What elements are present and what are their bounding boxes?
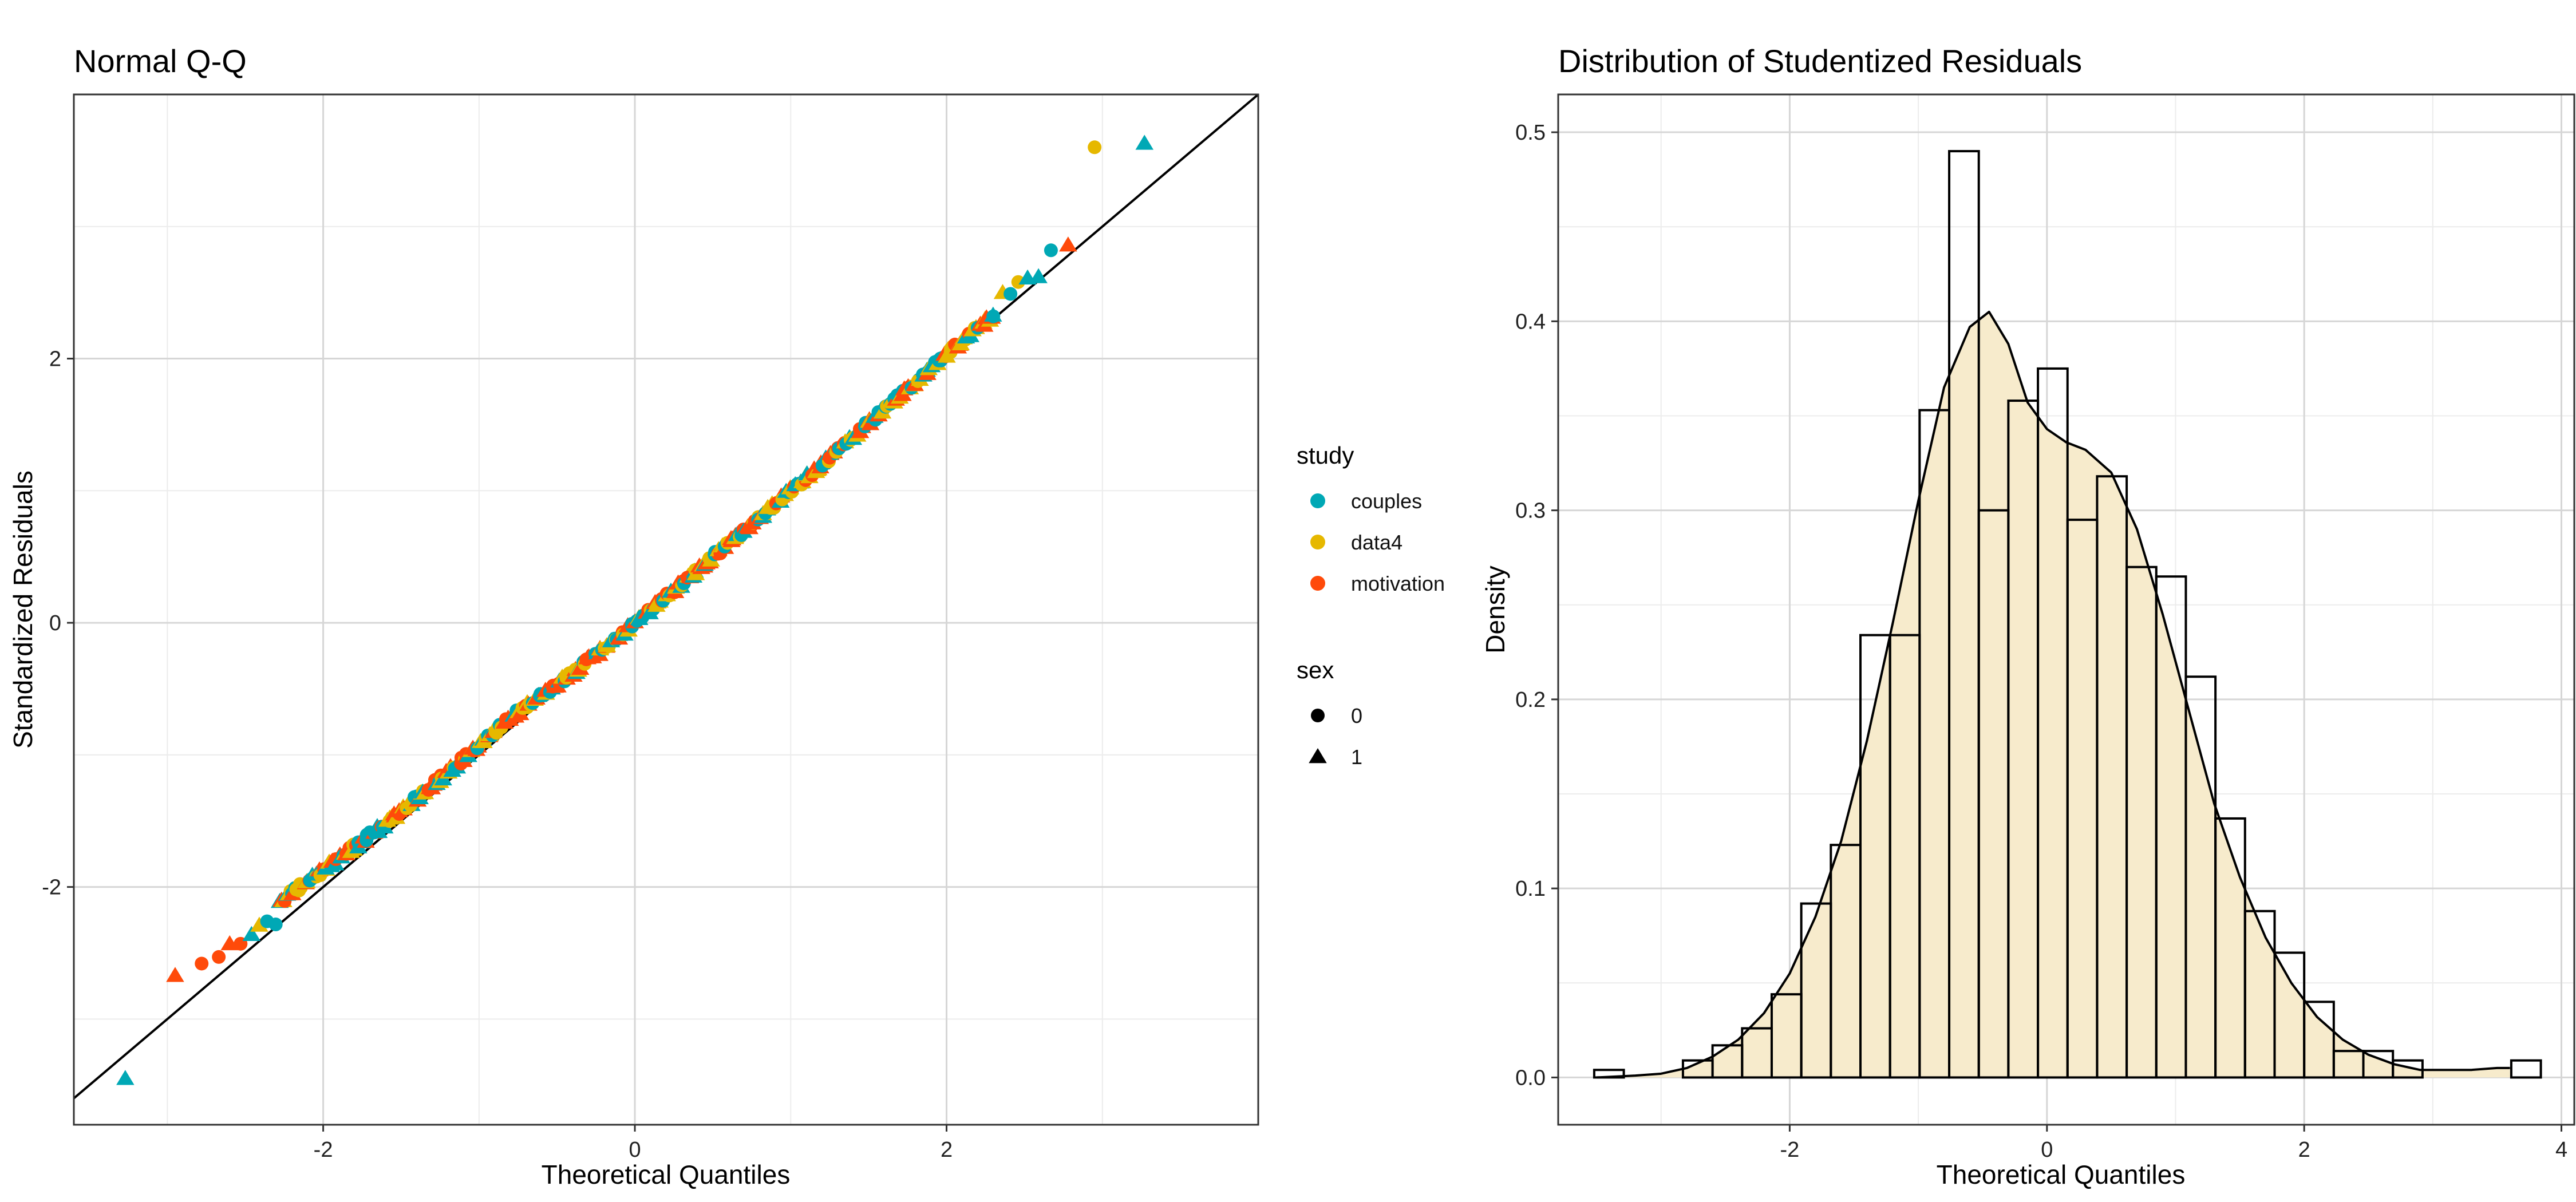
qq-point bbox=[220, 935, 239, 951]
qq-x-axis: -2 0 2 bbox=[314, 1125, 953, 1162]
qq-y-axis: -2 0 2 bbox=[42, 347, 74, 900]
legend-label-data4: data4 bbox=[1351, 531, 1402, 554]
qq-point bbox=[166, 967, 184, 982]
qq-point bbox=[1088, 140, 1102, 155]
hist-panel: Distribution of Studentized Residuals -2… bbox=[1480, 43, 2576, 1189]
qq-point bbox=[242, 926, 261, 941]
qq-points bbox=[116, 135, 1154, 1085]
hist-y-tick-label: 0.2 bbox=[1515, 688, 1546, 712]
qq-plot-area bbox=[74, 94, 1258, 1125]
qq-x-axis-label: Theoretical Quantiles bbox=[542, 1160, 791, 1189]
qq-y-tick-label: 2 bbox=[49, 347, 61, 371]
qq-point bbox=[986, 309, 1001, 323]
qq-y-tick-label: -2 bbox=[42, 876, 61, 900]
qq-point bbox=[116, 1070, 135, 1085]
hist-x-tick-label: 4 bbox=[2555, 1138, 2567, 1162]
hist-y-tick-label: 0.1 bbox=[1515, 877, 1546, 901]
hist-x-axis-label: Theoretical Quantiles bbox=[1937, 1160, 2186, 1189]
legend-label-sex-0: 0 bbox=[1351, 704, 1362, 727]
histogram-bar bbox=[2510, 1059, 2542, 1079]
legend-swatch-data4 bbox=[1310, 535, 1325, 549]
legend-shape-circle bbox=[1311, 709, 1325, 722]
qq-point bbox=[1003, 287, 1018, 301]
histogram-bar bbox=[2392, 1059, 2424, 1079]
hist-y-tick-label: 0.5 bbox=[1515, 121, 1546, 145]
qq-title: Normal Q-Q bbox=[74, 43, 247, 79]
legend-label-sex-1: 1 bbox=[1351, 745, 1362, 769]
qq-point bbox=[212, 950, 226, 964]
legend-label-couples: couples bbox=[1351, 489, 1422, 513]
legend-study-items: couples data4 motivation bbox=[1310, 489, 1445, 595]
hist-x-tick-label: -2 bbox=[1780, 1138, 1800, 1162]
density-area bbox=[1597, 311, 2510, 1078]
qq-y-axis-label: Standardized Residuals bbox=[8, 470, 38, 749]
qq-point bbox=[1135, 135, 1154, 150]
hist-y-tick-label: 0.3 bbox=[1515, 499, 1546, 523]
legend-swatch-motivation bbox=[1310, 576, 1325, 591]
legend-shape-triangle bbox=[1309, 748, 1327, 764]
qq-point bbox=[1059, 236, 1077, 252]
qq-panel-border bbox=[73, 93, 1259, 1126]
hist-title: Distribution of Studentized Residuals bbox=[1558, 43, 2082, 79]
qq-x-tick-label: -2 bbox=[314, 1138, 333, 1162]
qq-y-tick-label: 0 bbox=[49, 611, 61, 635]
qq-point bbox=[250, 916, 268, 932]
qq-point bbox=[1044, 243, 1058, 258]
legend-sex-items: 01 bbox=[1309, 704, 1362, 769]
qq-x-tick-label: 2 bbox=[941, 1138, 953, 1162]
legend-study-title: study bbox=[1297, 442, 1354, 469]
hist-y-tick-label: 0.4 bbox=[1515, 310, 1546, 334]
hist-x-tick-label: 0 bbox=[2041, 1138, 2053, 1162]
qq-point bbox=[1011, 275, 1025, 289]
qq-point bbox=[260, 914, 274, 928]
legend-sex-title: sex bbox=[1297, 657, 1334, 683]
legend-label-motivation: motivation bbox=[1351, 572, 1445, 595]
qq-point bbox=[1029, 268, 1048, 283]
hist-x-axis: -2 0 2 4 bbox=[1780, 1125, 2567, 1162]
hist-y-axis-label: Density bbox=[1480, 566, 1510, 653]
hist-x-tick-label: 2 bbox=[2298, 1138, 2310, 1162]
qq-grid bbox=[74, 94, 1258, 1125]
qq-panel: Normal Q-Q -2 0 2 -2 0 2 Theoretical Quantil… bbox=[8, 43, 1259, 1189]
legend-swatch-couples bbox=[1310, 493, 1325, 508]
hist-y-tick-label: 0.0 bbox=[1515, 1066, 1546, 1090]
hist-panel-border bbox=[1557, 93, 2575, 1126]
hist-y-axis: 0.0 0.1 0.2 0.3 0.4 0.5 bbox=[1515, 121, 1558, 1090]
histogram-bars bbox=[1593, 150, 2542, 1079]
histogram-bar bbox=[1593, 1069, 1625, 1079]
qq-x-tick-label: 0 bbox=[629, 1138, 641, 1162]
qq-point bbox=[195, 956, 209, 971]
histogram-bar bbox=[2303, 1001, 2335, 1079]
